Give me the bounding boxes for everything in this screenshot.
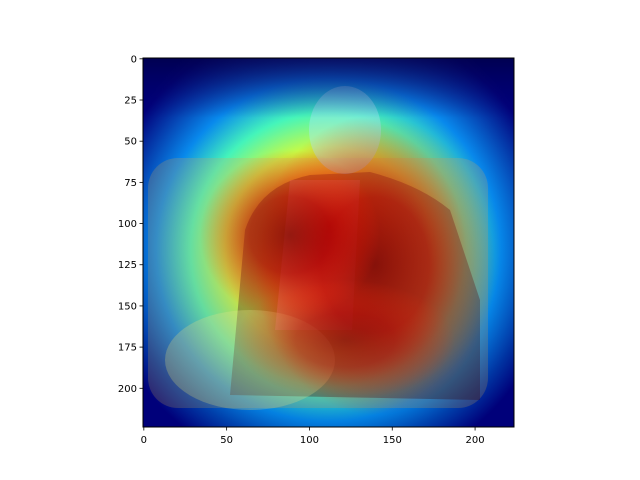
x-tick-label: 50 <box>220 435 233 446</box>
x-tick-label: 100 <box>300 435 319 446</box>
y-tick-label: 50 <box>124 137 137 148</box>
y-tick-label: 175 <box>118 343 137 354</box>
y-tick-label: 75 <box>124 178 137 189</box>
x-tick-label: 150 <box>383 435 402 446</box>
y-tick-label: 150 <box>118 301 137 312</box>
ticks-layer: 0 50 100 150 200 0 25 50 75 100 125 150 175 200 <box>118 54 485 446</box>
axes-frame <box>142 57 515 428</box>
x-tick-label: 0 <box>141 435 147 446</box>
y-tick-label: 25 <box>124 96 137 107</box>
y-tick-label: 0 <box>131 54 137 65</box>
heatmap-image <box>143 58 514 427</box>
y-tick-label: 125 <box>118 260 137 271</box>
x-tick-label: 200 <box>466 435 485 446</box>
y-tick-label: 200 <box>118 384 137 395</box>
y-tick-label: 100 <box>118 219 137 230</box>
